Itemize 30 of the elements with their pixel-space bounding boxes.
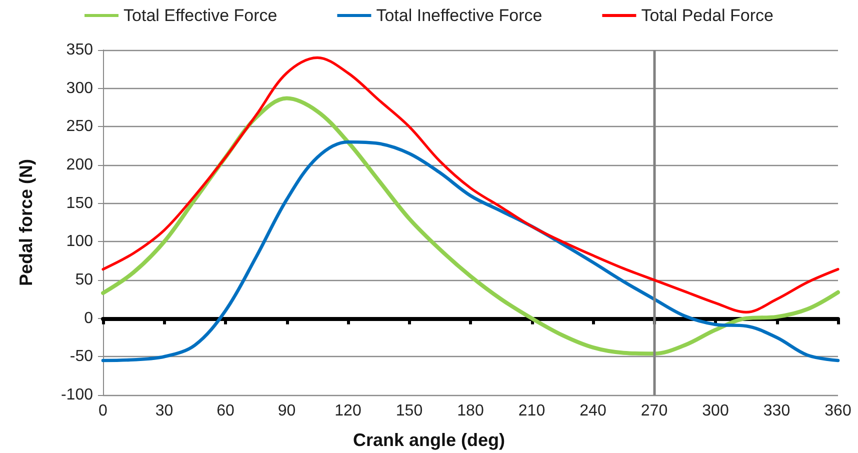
y-tick-label: 0 [84,310,94,327]
x-tick-label: 360 [824,402,852,420]
x-tick-label: 330 [763,402,790,420]
y-tick-label: 300 [66,80,94,97]
legend-label: Total Effective Force [124,6,278,25]
y-tick-label: 100 [66,233,94,250]
x-tick-label: 90 [278,402,296,420]
line-series [102,56,840,314]
y-tick-label: -50 [70,348,94,366]
y-tick-label: 250 [66,118,94,136]
legend-label: Total Pedal Force [641,6,774,25]
x-tick-label: 300 [702,402,729,420]
x-tick-label: 60 [216,402,234,420]
x-tick-label: 120 [334,402,362,420]
y-tick-label: -100 [60,386,94,404]
y-tick-label: 50 [75,272,94,288]
x-tick-label: 240 [580,402,606,420]
y-tick-label: 150 [66,194,94,212]
y-tick-label: 350 [66,42,94,58]
legend-label: Total Ineffective Force [376,6,542,25]
x-tick-label: 210 [518,402,546,420]
x-tick-label: 270 [640,402,668,420]
x-tick-label: 0 [98,402,108,420]
x-axis-title: Crank angle (deg) [352,430,506,450]
x-tick-label: 150 [396,402,423,420]
x-tick-label: 30 [155,402,174,420]
y-tick-label: 200 [66,156,94,174]
y-axis-title: Pedal force (N) [16,158,36,286]
x-tick-label: 180 [457,402,484,420]
line-series [101,140,840,362]
